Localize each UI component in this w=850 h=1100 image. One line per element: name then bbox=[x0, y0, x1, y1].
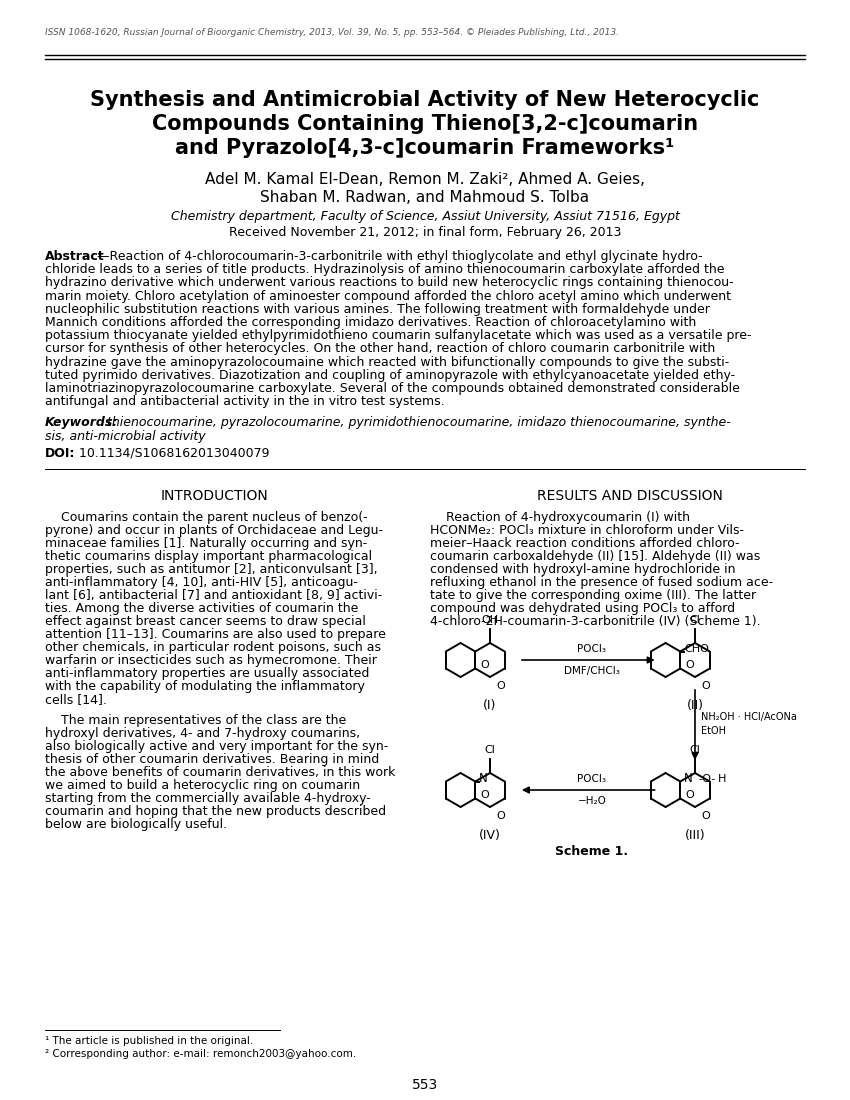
Text: O: O bbox=[685, 791, 694, 801]
Text: Chemistry department, Faculty of Science, Assiut University, Assiut 71516, Egypt: Chemistry department, Faculty of Science… bbox=[171, 210, 679, 223]
Text: tate to give the corresponding oxime (III). The latter: tate to give the corresponding oxime (II… bbox=[430, 588, 756, 602]
Text: ties. Among the diverse activities of coumarin the: ties. Among the diverse activities of co… bbox=[45, 602, 359, 615]
Text: nucleophilic substitution reactions with various amines. The following treatment: nucleophilic substitution reactions with… bbox=[45, 302, 710, 316]
Text: sis, anti-microbial activity: sis, anti-microbial activity bbox=[45, 430, 206, 442]
Text: -O-: -O- bbox=[699, 773, 716, 783]
Text: ¹ The article is published in the original.: ¹ The article is published in the origin… bbox=[45, 1036, 253, 1046]
Text: condensed with hydroxyl-amine hydrochloride in: condensed with hydroxyl-amine hydrochlor… bbox=[430, 563, 735, 575]
Text: pyrone) and occur in plants of Orchidaceae and Legu-: pyrone) and occur in plants of Orchidace… bbox=[45, 524, 383, 537]
Text: O: O bbox=[701, 811, 710, 821]
Text: Cl: Cl bbox=[689, 615, 700, 625]
Text: N: N bbox=[684, 772, 693, 785]
Text: hydrazino derivative which underwent various reactions to build new heterocyclic: hydrazino derivative which underwent var… bbox=[45, 276, 734, 289]
Text: other chemicals, in particular rodent poisons, such as: other chemicals, in particular rodent po… bbox=[45, 641, 381, 653]
Text: thienocoumarine, pyrazolocoumarine, pyrimidothienocoumarine, imidazo thienocouma: thienocoumarine, pyrazolocoumarine, pyri… bbox=[103, 417, 731, 429]
Text: EtOH: EtOH bbox=[701, 726, 726, 736]
Text: (IV): (IV) bbox=[479, 829, 501, 842]
Text: lant [6], antibacterial [7] and antioxidant [8, 9] activi-: lant [6], antibacterial [7] and antioxid… bbox=[45, 588, 382, 602]
Text: 10.1134/S1068162013040079: 10.1134/S1068162013040079 bbox=[75, 447, 269, 460]
Text: Shaban M. Radwan, and Mahmoud S. Tolba: Shaban M. Radwan, and Mahmoud S. Tolba bbox=[260, 190, 590, 205]
Text: Scheme 1.: Scheme 1. bbox=[555, 845, 628, 858]
Text: below are biologically useful.: below are biologically useful. bbox=[45, 817, 227, 830]
Text: coumarin carboxaldehyde (II) [15]. Aldehyde (II) was: coumarin carboxaldehyde (II) [15]. Aldeh… bbox=[430, 550, 760, 563]
Text: ² Corresponding author: e-mail: remonch2003@yahoo.com.: ² Corresponding author: e-mail: remonch2… bbox=[45, 1049, 356, 1059]
Text: antifungal and antibacterial activity in the in vitro test systems.: antifungal and antibacterial activity in… bbox=[45, 395, 445, 408]
Text: hydrazine gave the aminopyrazolocoumaine which reacted with bifunctionally compo: hydrazine gave the aminopyrazolocoumaine… bbox=[45, 355, 729, 368]
Text: effect against breast cancer seems to draw special: effect against breast cancer seems to dr… bbox=[45, 615, 366, 628]
Text: OH: OH bbox=[481, 615, 499, 625]
Text: —Reaction of 4-chlorocoumarin-3-carbonitrile with ethyl thioglycolate and ethyl : —Reaction of 4-chlorocoumarin-3-carbonit… bbox=[97, 250, 703, 263]
Text: cursor for synthesis of other heterocycles. On the other hand, reaction of chlor: cursor for synthesis of other heterocycl… bbox=[45, 342, 715, 355]
Text: marin moiety. Chloro acetylation of aminoester compound afforded the chloro acet: marin moiety. Chloro acetylation of amin… bbox=[45, 289, 731, 302]
Text: Synthesis and Antimicrobial Activity of New Heterocyclic: Synthesis and Antimicrobial Activity of … bbox=[90, 90, 760, 110]
Text: anti-inflammatory [4, 10], anti-HIV [5], anticoagu-: anti-inflammatory [4, 10], anti-HIV [5],… bbox=[45, 575, 358, 589]
Text: minaceae families [1]. Naturally occurring and syn-: minaceae families [1]. Naturally occurri… bbox=[45, 537, 367, 550]
Text: DMF/CHCl₃: DMF/CHCl₃ bbox=[564, 666, 620, 676]
Text: POCl₃: POCl₃ bbox=[577, 644, 607, 654]
Text: (II): (II) bbox=[687, 698, 704, 712]
Text: attention [11–13]. Coumarins are also used to prepare: attention [11–13]. Coumarins are also us… bbox=[45, 628, 386, 641]
Text: coumarin and hoping that the new products described: coumarin and hoping that the new product… bbox=[45, 805, 386, 817]
Text: (III): (III) bbox=[685, 829, 706, 842]
Text: −H₂O: −H₂O bbox=[577, 796, 606, 806]
Text: Adel M. Kamal El-Dean, Remon M. Zaki², Ahmed A. Geies,: Adel M. Kamal El-Dean, Remon M. Zaki², A… bbox=[205, 172, 645, 187]
Text: CHO: CHO bbox=[684, 644, 709, 653]
Text: O: O bbox=[496, 811, 505, 821]
Text: starting from the commercially available 4-hydroxy-: starting from the commercially available… bbox=[45, 792, 371, 805]
Text: Abstract: Abstract bbox=[45, 250, 105, 263]
Text: The main representatives of the class are the: The main representatives of the class ar… bbox=[45, 714, 346, 727]
Text: O: O bbox=[685, 660, 694, 671]
Text: POCl₃: POCl₃ bbox=[577, 774, 607, 784]
Text: warfarin or insecticides such as hymecromone. Their: warfarin or insecticides such as hymecro… bbox=[45, 653, 377, 667]
Text: (I): (I) bbox=[484, 698, 496, 712]
Text: chloride leads to a series of title products. Hydrazinolysis of amino thienocoum: chloride leads to a series of title prod… bbox=[45, 263, 724, 276]
Text: thesis of other coumarin derivatives. Bearing in mind: thesis of other coumarin derivatives. Be… bbox=[45, 752, 379, 766]
Text: thetic coumarins display important pharmacological: thetic coumarins display important pharm… bbox=[45, 550, 372, 563]
Text: properties, such as antitumor [2], anticonvulsant [3],: properties, such as antitumor [2], antic… bbox=[45, 563, 377, 575]
Text: Keywords:: Keywords: bbox=[45, 417, 118, 429]
Text: 4-chloro-2H-coumarin-3-carbonitrile (IV) (Scheme 1).: 4-chloro-2H-coumarin-3-carbonitrile (IV)… bbox=[430, 615, 761, 628]
Text: Received November 21, 2012; in final form, February 26, 2013: Received November 21, 2012; in final for… bbox=[229, 226, 621, 239]
Text: O: O bbox=[480, 791, 489, 801]
Text: the above benefits of coumarin derivatives, in this work: the above benefits of coumarin derivativ… bbox=[45, 766, 395, 779]
Text: Reaction of 4-hydroxycoumarin (I) with: Reaction of 4-hydroxycoumarin (I) with bbox=[430, 510, 690, 524]
Text: O: O bbox=[496, 681, 505, 691]
Text: and Pyrazolo[4,3-c]coumarin Frameworks¹: and Pyrazolo[4,3-c]coumarin Frameworks¹ bbox=[175, 138, 675, 158]
Text: H: H bbox=[718, 773, 727, 783]
Text: O: O bbox=[480, 660, 489, 671]
Text: DOI:: DOI: bbox=[45, 447, 76, 460]
Text: refluxing ethanol in the presence of fused sodium ace-: refluxing ethanol in the presence of fus… bbox=[430, 575, 774, 589]
Text: anti-inflammatory properties are usually associated: anti-inflammatory properties are usually… bbox=[45, 667, 370, 680]
Text: tuted pyrimido derivatives. Diazotization and coupling of aminopyrazole with eth: tuted pyrimido derivatives. Diazotizatio… bbox=[45, 368, 735, 382]
Text: also biologically active and very important for the syn-: also biologically active and very import… bbox=[45, 740, 388, 752]
Text: cells [14].: cells [14]. bbox=[45, 693, 107, 706]
Text: ISSN 1068-1620, Russian Journal of Bioorganic Chemistry, 2013, Vol. 39, No. 5, p: ISSN 1068-1620, Russian Journal of Bioor… bbox=[45, 28, 619, 37]
Text: RESULTS AND DISCUSSION: RESULTS AND DISCUSSION bbox=[537, 488, 723, 503]
Text: compound was dehydrated using POCl₃ to afford: compound was dehydrated using POCl₃ to a… bbox=[430, 602, 735, 615]
Text: N: N bbox=[479, 772, 488, 785]
Text: Cl: Cl bbox=[484, 745, 496, 755]
Text: 553: 553 bbox=[412, 1078, 438, 1092]
Text: hydroxyl derivatives, 4- and 7-hydroxy coumarins,: hydroxyl derivatives, 4- and 7-hydroxy c… bbox=[45, 727, 360, 740]
Text: with the capability of modulating the inflammatory: with the capability of modulating the in… bbox=[45, 680, 365, 693]
Text: Compounds Containing Thieno[3,2-c]coumarin: Compounds Containing Thieno[3,2-c]coumar… bbox=[152, 114, 698, 134]
Text: Mannich conditions afforded the corresponding imidazo derivatives. Reaction of c: Mannich conditions afforded the correspo… bbox=[45, 316, 696, 329]
Text: laminotriazinopyrazolocoumarine carboxylate. Several of the compounds obtained d: laminotriazinopyrazolocoumarine carboxyl… bbox=[45, 382, 739, 395]
Text: HCONMe₂: POCl₃ mixture in chloroform under Vils-: HCONMe₂: POCl₃ mixture in chloroform und… bbox=[430, 524, 744, 537]
Text: NH₂OH · HCl/AcONa: NH₂OH · HCl/AcONa bbox=[701, 712, 796, 722]
Text: INTRODUCTION: INTRODUCTION bbox=[162, 488, 269, 503]
Text: potassium thiocyanate yielded ethylpyrimidothieno coumarin sulfanylacetate which: potassium thiocyanate yielded ethylpyrim… bbox=[45, 329, 751, 342]
Text: O: O bbox=[701, 681, 710, 691]
Text: we aimed to build a heterocyclic ring on coumarin: we aimed to build a heterocyclic ring on… bbox=[45, 779, 360, 792]
Text: Cl: Cl bbox=[689, 745, 700, 755]
Text: meier–Haack reaction conditions afforded chloro-: meier–Haack reaction conditions afforded… bbox=[430, 537, 740, 550]
Text: Coumarins contain the parent nucleus of benzo(-: Coumarins contain the parent nucleus of … bbox=[45, 510, 367, 524]
